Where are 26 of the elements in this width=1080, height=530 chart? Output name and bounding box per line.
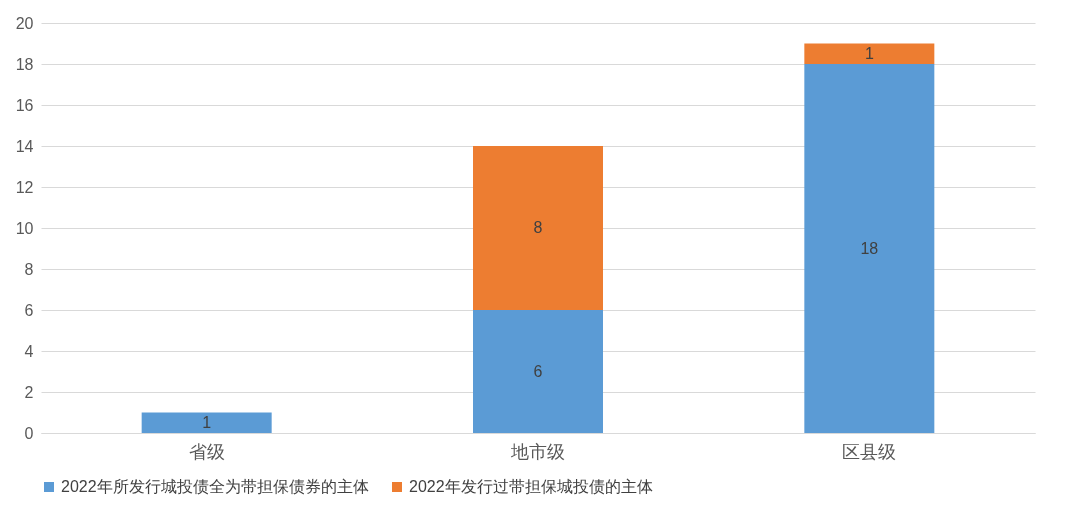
bar (141, 412, 272, 433)
data-label: 1 (864, 44, 874, 62)
legend-label: 2022年发行过带担保城投债的主体 (409, 478, 653, 495)
y-tick-label: 4 (24, 342, 34, 360)
bar (804, 43, 935, 64)
y-tick-label: 20 (15, 14, 34, 32)
y-tick-label: 0 (24, 424, 34, 442)
data-label: 18 (860, 239, 879, 257)
data-label: 8 (533, 219, 543, 236)
y-tick-label: 16 (15, 96, 34, 114)
x-tick-label: 省级 (188, 441, 225, 462)
y-tick-label: 10 (15, 219, 34, 237)
legend-label: 2022年所发行城投债全为带担保债券的主体 (61, 478, 369, 495)
data-label: 6 (533, 362, 543, 380)
y-tick-label: 6 (24, 301, 34, 319)
x-tick-label: 区县级 (842, 441, 897, 462)
bar (473, 310, 603, 433)
bar (804, 64, 935, 433)
y-tick-label: 18 (15, 55, 34, 73)
y-tick-label: 2 (24, 383, 34, 401)
y-tick-label: 8 (24, 260, 34, 278)
y-tick-label: 14 (15, 137, 34, 155)
x-tick-label: 地市级 (510, 441, 565, 462)
y-tick-label: 12 (15, 178, 34, 196)
bar (473, 146, 603, 310)
data-label: 1 (202, 413, 212, 431)
